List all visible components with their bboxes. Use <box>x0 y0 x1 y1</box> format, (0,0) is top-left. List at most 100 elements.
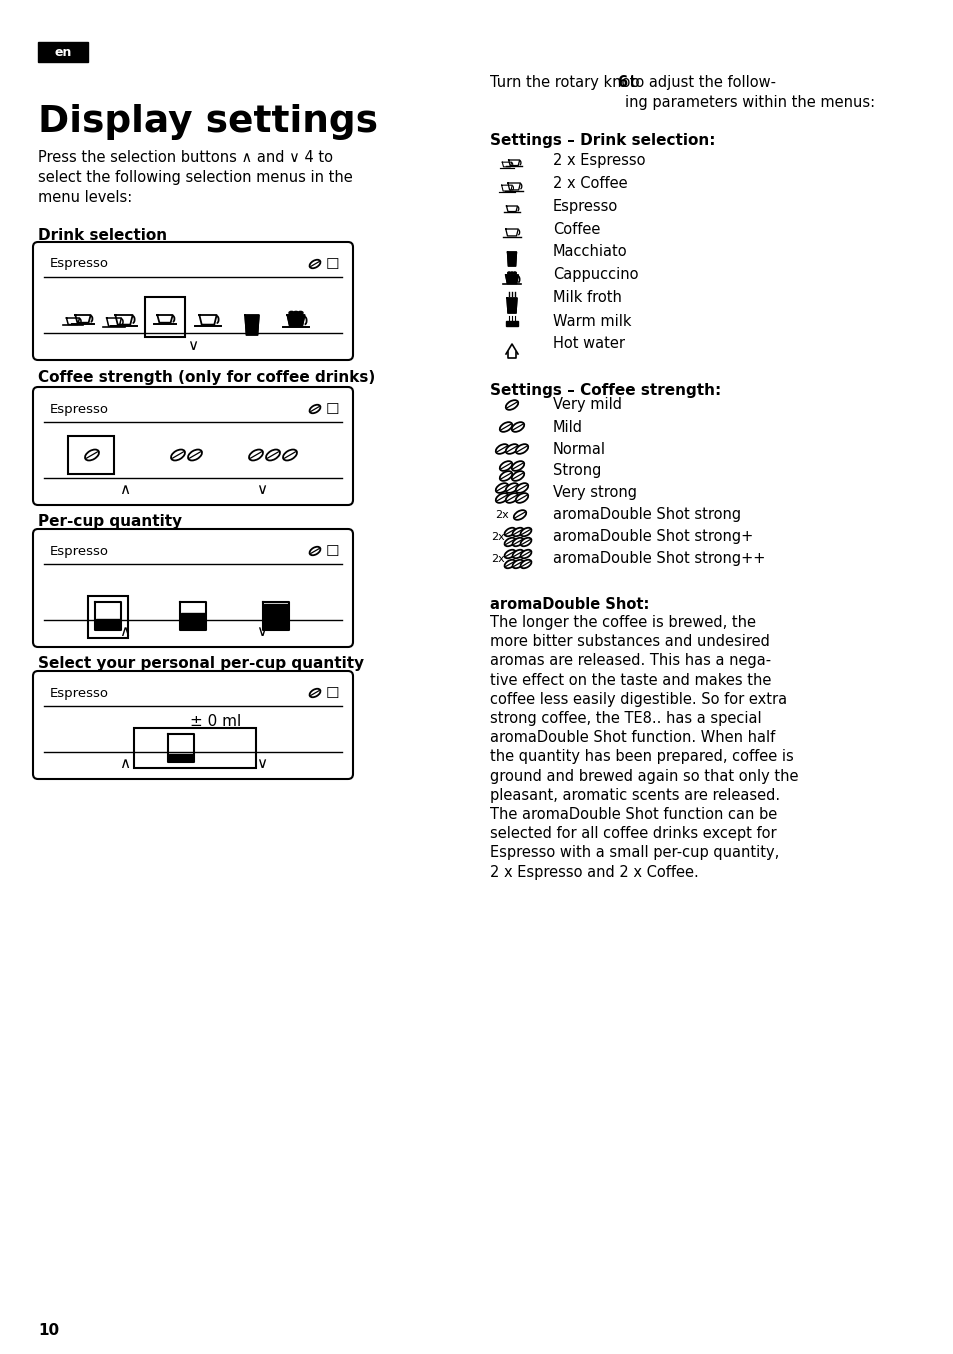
Text: ☐: ☐ <box>325 543 338 558</box>
Text: Mild: Mild <box>553 420 582 435</box>
Text: 6: 6 <box>617 74 626 89</box>
Ellipse shape <box>514 510 526 520</box>
Ellipse shape <box>512 538 523 546</box>
Text: Display settings: Display settings <box>38 104 377 139</box>
Ellipse shape <box>520 559 531 569</box>
Text: ☐: ☐ <box>325 256 338 272</box>
Ellipse shape <box>516 444 528 454</box>
Text: Per-cup quantity: Per-cup quantity <box>38 515 182 529</box>
Text: Coffee strength (only for coffee drinks): Coffee strength (only for coffee drinks) <box>38 370 375 385</box>
Polygon shape <box>506 298 517 313</box>
Bar <box>38 42 88 62</box>
Text: ∧: ∧ <box>119 757 131 772</box>
Text: Warm milk: Warm milk <box>553 314 631 329</box>
FancyBboxPatch shape <box>33 529 353 647</box>
Text: Coffee: Coffee <box>553 222 599 237</box>
Text: Very strong: Very strong <box>553 486 637 501</box>
Ellipse shape <box>297 311 303 314</box>
Polygon shape <box>96 619 120 630</box>
Ellipse shape <box>520 528 531 536</box>
Polygon shape <box>507 252 516 265</box>
Bar <box>88 596 128 638</box>
Ellipse shape <box>516 493 528 502</box>
Text: 2x: 2x <box>491 554 504 565</box>
Text: to adjust the follow-
ing parameters within the menus:: to adjust the follow- ing parameters wit… <box>624 74 874 110</box>
FancyBboxPatch shape <box>33 672 353 779</box>
Ellipse shape <box>505 444 517 454</box>
Text: 2x: 2x <box>491 532 504 542</box>
Text: Espresso: Espresso <box>50 257 109 271</box>
Polygon shape <box>505 275 517 283</box>
Ellipse shape <box>512 550 523 558</box>
Ellipse shape <box>289 311 294 314</box>
Ellipse shape <box>504 559 515 569</box>
Bar <box>68 436 113 474</box>
Ellipse shape <box>499 471 512 481</box>
Ellipse shape <box>309 405 320 413</box>
Ellipse shape <box>505 483 517 493</box>
Text: Hot water: Hot water <box>553 337 624 352</box>
Text: Drink selection: Drink selection <box>38 227 167 242</box>
Ellipse shape <box>309 260 320 268</box>
Text: Milk froth: Milk froth <box>553 291 621 306</box>
Polygon shape <box>264 604 288 630</box>
Ellipse shape <box>511 422 523 432</box>
Text: 10: 10 <box>38 1323 59 1338</box>
Text: 2x: 2x <box>495 510 508 520</box>
Text: ∨: ∨ <box>187 337 198 352</box>
Text: ☐: ☐ <box>325 685 338 700</box>
Text: aromaDouble Shot strong: aromaDouble Shot strong <box>553 508 740 523</box>
Ellipse shape <box>188 450 202 460</box>
Ellipse shape <box>520 550 531 558</box>
Polygon shape <box>245 315 258 334</box>
Ellipse shape <box>85 450 99 460</box>
Text: ☐: ☐ <box>325 402 338 417</box>
Text: Cappuccino: Cappuccino <box>553 268 638 283</box>
Ellipse shape <box>504 528 515 536</box>
Ellipse shape <box>283 450 296 460</box>
Text: Settings – Coffee strength:: Settings – Coffee strength: <box>490 383 720 398</box>
Text: ∧: ∧ <box>119 624 131 639</box>
Ellipse shape <box>171 450 185 460</box>
Polygon shape <box>169 754 193 761</box>
Text: Espresso: Espresso <box>50 402 109 416</box>
Polygon shape <box>505 321 517 326</box>
Ellipse shape <box>507 272 510 275</box>
Text: Normal: Normal <box>553 441 605 456</box>
Ellipse shape <box>512 528 523 536</box>
Ellipse shape <box>516 483 528 493</box>
Text: ∨: ∨ <box>255 757 267 772</box>
Ellipse shape <box>505 401 517 410</box>
Text: Turn the rotary knob: Turn the rotary knob <box>490 74 643 89</box>
Ellipse shape <box>309 547 320 555</box>
Ellipse shape <box>510 272 513 275</box>
Polygon shape <box>181 612 205 630</box>
Bar <box>145 297 185 337</box>
Ellipse shape <box>511 462 523 471</box>
Text: en: en <box>54 46 71 58</box>
Ellipse shape <box>499 462 512 471</box>
Ellipse shape <box>266 450 279 460</box>
Ellipse shape <box>511 471 523 481</box>
Text: ∨: ∨ <box>255 624 267 639</box>
Ellipse shape <box>520 538 531 546</box>
Ellipse shape <box>513 272 516 275</box>
Text: aromaDouble Shot strong+: aromaDouble Shot strong+ <box>553 529 753 544</box>
Ellipse shape <box>504 550 515 558</box>
Text: Strong: Strong <box>553 463 600 478</box>
FancyBboxPatch shape <box>33 242 353 360</box>
Ellipse shape <box>499 422 512 432</box>
Ellipse shape <box>309 689 320 697</box>
Ellipse shape <box>505 493 517 502</box>
Text: 2 x Coffee: 2 x Coffee <box>553 176 627 191</box>
Ellipse shape <box>294 311 298 314</box>
Polygon shape <box>287 315 304 326</box>
Text: ∨: ∨ <box>255 482 267 497</box>
Ellipse shape <box>496 483 508 493</box>
Text: Very mild: Very mild <box>553 398 621 413</box>
Ellipse shape <box>504 538 515 546</box>
Text: aromaDouble Shot strong++: aromaDouble Shot strong++ <box>553 551 764 566</box>
Ellipse shape <box>512 559 523 569</box>
FancyBboxPatch shape <box>33 387 353 505</box>
Text: Macchiato: Macchiato <box>553 245 627 260</box>
